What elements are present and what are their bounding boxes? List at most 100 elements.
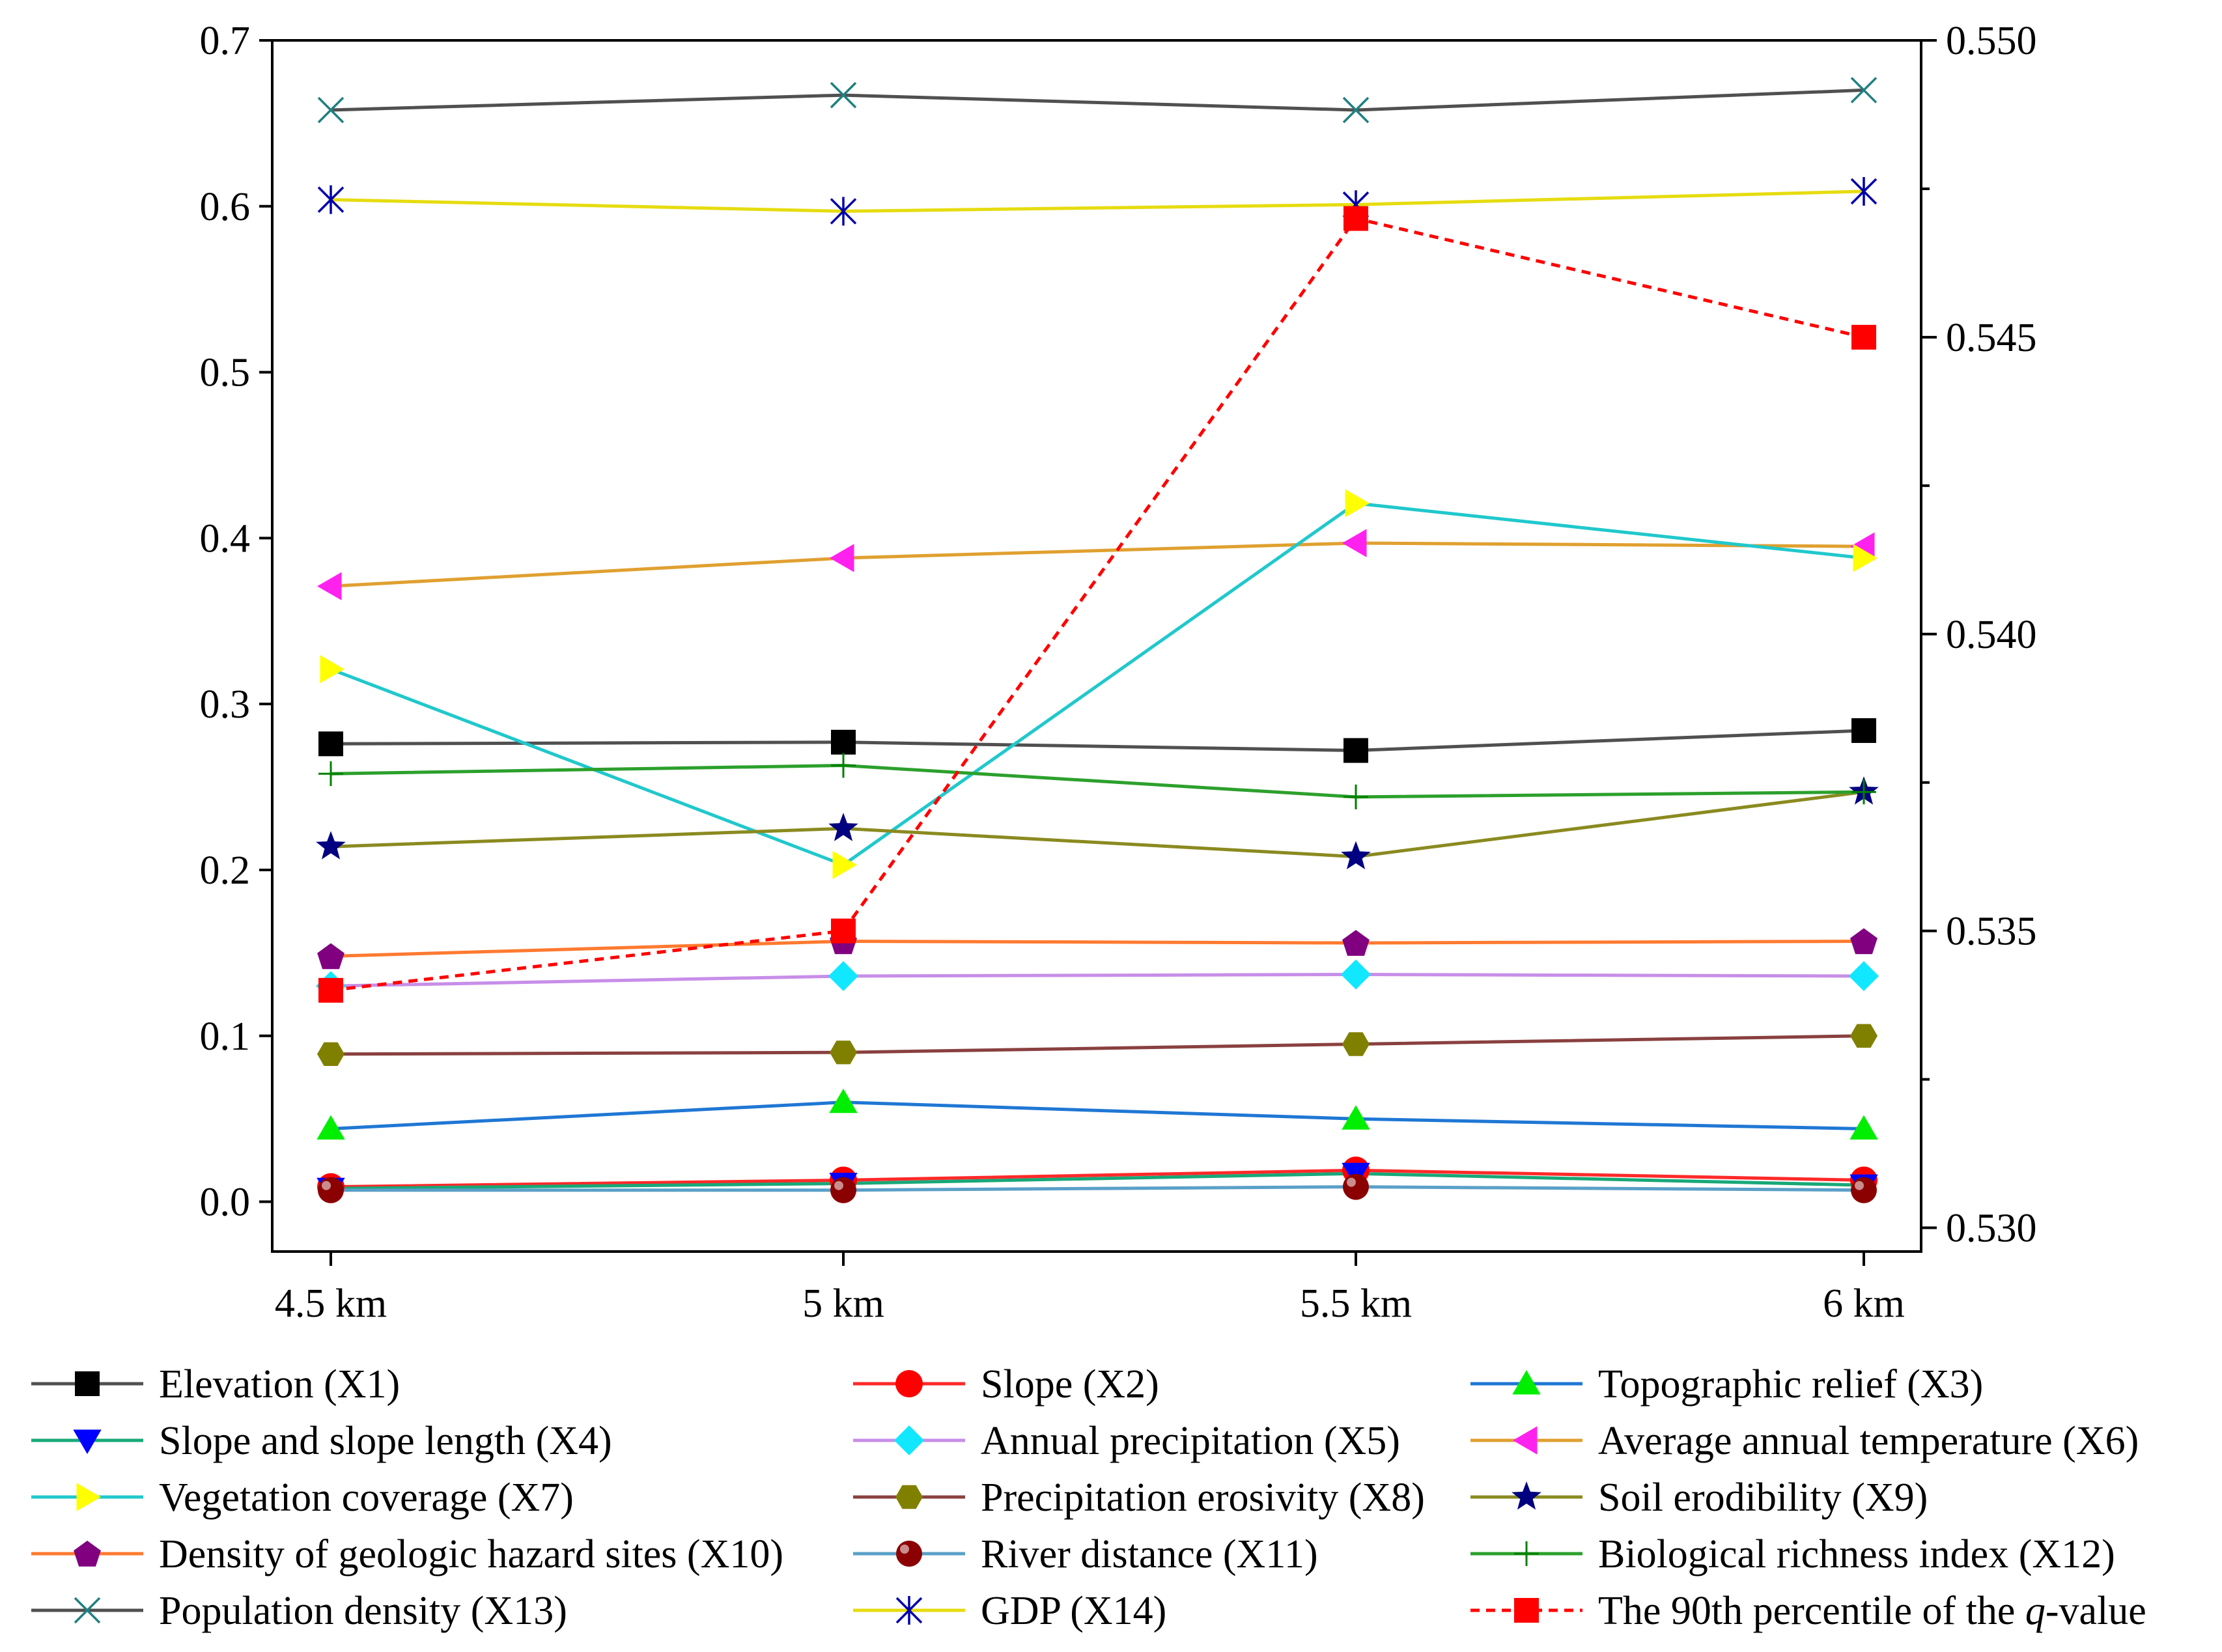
data-point-population-density-x13 xyxy=(830,81,857,109)
legend-item-topographic-relief-x3: Topographic relief (X3) xyxy=(1470,1362,1983,1407)
data-point-average-annual-temperature-x6 xyxy=(830,544,854,572)
data-point-density-of-geologic-hazard-sites-x10 xyxy=(1342,930,1370,956)
legend-item-density-of-geologic-hazard-sites-x10: Density of geologic hazard sites (X10) xyxy=(31,1532,783,1576)
data-point-gdp-x14 xyxy=(1850,176,1877,206)
data-point-precipitation-erosivity-x8 xyxy=(1342,1032,1370,1056)
data-point-soil-erodibility-x9 xyxy=(316,831,346,860)
legend-label: The 90th percentile of the q-value xyxy=(1598,1589,2146,1633)
data-point-gdp-x14 xyxy=(317,185,345,214)
right-axis-tick-label: 0.540 xyxy=(1946,613,2037,657)
data-point-precipitation-erosivity-x8 xyxy=(1850,1024,1877,1048)
x-axis-tick-label: 5.5 km xyxy=(1300,1281,1412,1326)
legend-label: Soil erodibility (X9) xyxy=(1598,1476,1928,1520)
data-point-density-of-geologic-hazard-sites-x10 xyxy=(317,943,345,970)
legend-marker xyxy=(1514,1598,1539,1623)
right-axis-tick-label: 0.550 xyxy=(1946,19,2037,63)
left-axis-tick-label: 0.0 xyxy=(200,1181,251,1225)
data-point-the-90th-percentile-of-the-q-value xyxy=(1343,206,1368,231)
legend-marker xyxy=(1513,1426,1538,1455)
data-point-elevation-x1 xyxy=(831,729,856,755)
legend-marker xyxy=(74,1541,101,1567)
data-point-river-distance-x11 xyxy=(830,1177,856,1203)
legend-label: Slope (X2) xyxy=(981,1362,1159,1407)
series-line-gdp-x14 xyxy=(330,189,1864,213)
legend-marker xyxy=(896,1541,922,1567)
legend-item-elevation-x1: Elevation (X1) xyxy=(31,1362,400,1407)
legend-label: Precipitation erosivity (X8) xyxy=(981,1476,1425,1520)
series-line-population-density-x13 xyxy=(330,88,1864,112)
data-point-topographic-relief-x3 xyxy=(1849,1115,1878,1140)
legend-marker xyxy=(895,1596,923,1625)
legend-label: Annual precipitation (X5) xyxy=(981,1419,1400,1463)
data-point-river-distance-x11 xyxy=(1343,1173,1369,1200)
data-point-average-annual-temperature-x6 xyxy=(317,572,342,600)
data-point-elevation-x1 xyxy=(1851,718,1876,743)
left-axis-tick-label: 0.1 xyxy=(200,1015,251,1059)
legend-marker xyxy=(73,1429,102,1454)
series-line-slope-and-slope-length-x4 xyxy=(330,1171,1864,1190)
legend-marker xyxy=(1514,1541,1539,1566)
legend-item-precipitation-erosivity-x8: Precipitation erosivity (X8) xyxy=(853,1476,1425,1520)
legend-marker xyxy=(895,1370,923,1397)
left-axis-tick-label: 0.5 xyxy=(200,351,251,395)
legend-item-gdp-x14: GDP (X14) xyxy=(853,1589,1166,1633)
series-line-river-distance-x11 xyxy=(331,1185,1864,1192)
series-line-annual-precipitation-x5 xyxy=(330,973,1864,988)
legend-item-river-distance-x11: River distance (X11) xyxy=(853,1532,1318,1576)
legend-item-annual-precipitation-x5: Annual precipitation (X5) xyxy=(853,1419,1400,1463)
legend-item-slope-and-slope-length-x4: Slope and slope length (X4) xyxy=(31,1419,612,1463)
data-point-population-density-x13 xyxy=(317,96,345,124)
data-point-annual-precipitation-x5 xyxy=(828,961,858,991)
data-point-biological-richness-index-x12 xyxy=(831,753,856,778)
left-axis-tick-label: 0.6 xyxy=(200,185,251,229)
data-point-river-distance-x11 xyxy=(318,1177,344,1203)
data-point-soil-erodibility-x9 xyxy=(828,813,858,841)
left-axis-tick-label: 0.4 xyxy=(200,516,251,561)
data-point-topographic-relief-x3 xyxy=(1342,1105,1370,1130)
data-point-vegetation-coverage-x7 xyxy=(1853,544,1877,572)
series-line-precipitation-erosivity-x8 xyxy=(330,1034,1864,1056)
legend: Elevation (X1) Slope (X2) Topographic reli… xyxy=(31,1362,2146,1633)
data-point-gdp-x14 xyxy=(830,197,857,226)
data-point-precipitation-erosivity-x8 xyxy=(317,1042,345,1066)
legend-label: Population density (X13) xyxy=(159,1589,567,1633)
data-point-average-annual-temperature-x6 xyxy=(1342,529,1367,557)
legend-label: GDP (X14) xyxy=(981,1589,1166,1633)
data-point-the-90th-percentile-of-the-q-value xyxy=(318,977,343,1003)
series-line-soil-erodibility-x9 xyxy=(330,790,1864,859)
legend-label: Elevation (X1) xyxy=(159,1362,400,1407)
legend-marker xyxy=(1512,1481,1541,1510)
data-point-elevation-x1 xyxy=(1343,738,1368,763)
legend-marker xyxy=(76,1483,101,1511)
data-point-precipitation-erosivity-x8 xyxy=(830,1041,857,1065)
data-point-vegetation-coverage-x7 xyxy=(832,850,857,879)
data-point-annual-precipitation-x5 xyxy=(1849,961,1879,991)
data-point-river-distance-x11 xyxy=(1851,1177,1877,1203)
x-axis-tick-label: 5 km xyxy=(802,1281,884,1326)
data-point-topographic-relief-x3 xyxy=(316,1115,345,1140)
legend-marker xyxy=(894,1425,924,1455)
legend-item-soil-erodibility-x9: Soil erodibility (X9) xyxy=(1470,1476,1928,1520)
data-point-the-90th-percentile-of-the-q-value xyxy=(831,918,856,944)
series-line-the-90th-percentile-of-the-q-value xyxy=(330,217,1864,992)
legend-item-biological-richness-index-x12: Biological richness index (X12) xyxy=(1470,1532,2115,1576)
series-line-slope-x2 xyxy=(330,1168,1864,1189)
series-line-density-of-geologic-hazard-sites-x10 xyxy=(330,940,1864,958)
data-point-topographic-relief-x3 xyxy=(829,1088,858,1113)
data-point-biological-richness-index-x12 xyxy=(318,761,343,787)
left-axis-tick-label: 0.7 xyxy=(200,19,251,63)
data-point-the-90th-percentile-of-the-q-value xyxy=(1851,324,1876,350)
series-line-topographic-relief-x3 xyxy=(330,1100,1864,1130)
data-point-annual-precipitation-x5 xyxy=(1341,959,1371,990)
data-point-population-density-x13 xyxy=(1342,96,1370,124)
legend-item-the-90th-percentile-of-the-q-value: The 90th percentile of the q-value xyxy=(1470,1589,2146,1633)
legend-label: River distance (X11) xyxy=(981,1532,1318,1576)
legend-marker xyxy=(74,1597,101,1624)
legend-label: Biological richness index (X12) xyxy=(1598,1532,2115,1576)
legend-marker xyxy=(1512,1370,1541,1395)
series-line-elevation-x1 xyxy=(330,729,1864,752)
data-point-soil-erodibility-x9 xyxy=(1341,841,1371,869)
data-point-density-of-geologic-hazard-sites-x10 xyxy=(1850,928,1877,955)
series-markers-layer xyxy=(316,77,1879,1203)
axes-layer: 0.0 0.1 0.2 0.3 0.4 0.5 0.6 0.7 0.530 0.535 0.540 0… xyxy=(200,19,2037,1326)
